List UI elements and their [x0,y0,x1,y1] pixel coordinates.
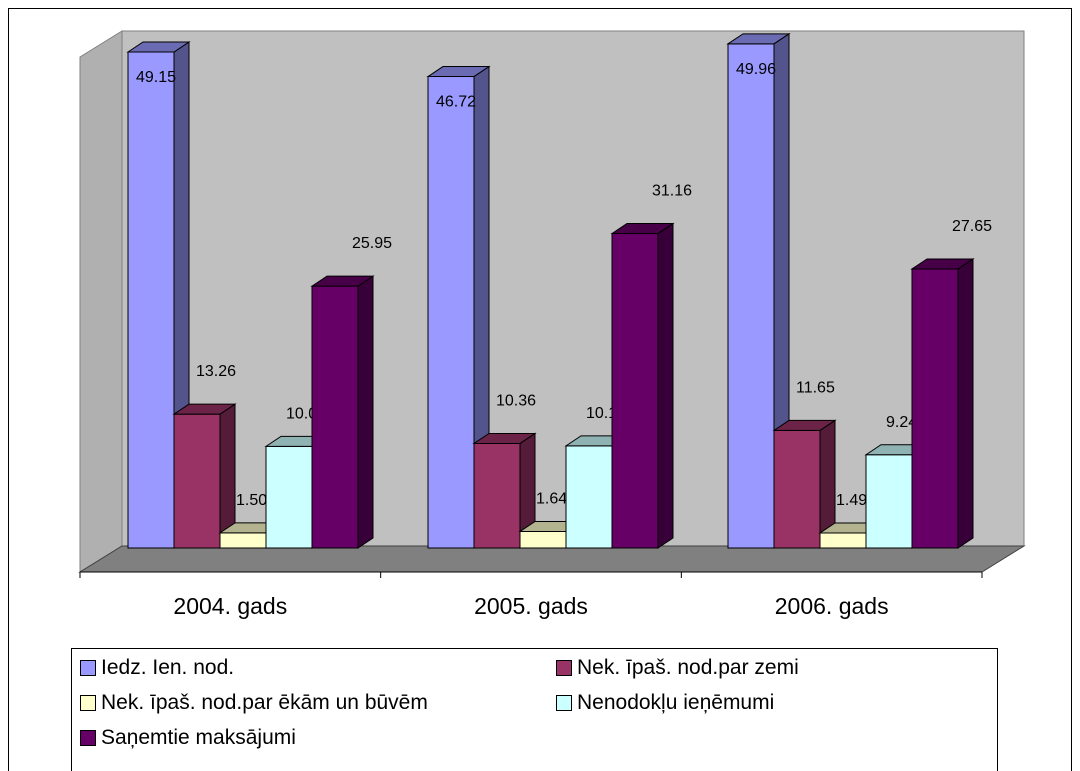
legend-label: Nek. īpaš. nod.par zemi [577,656,799,679]
legend-label: Saņemtie maksājumi [101,726,296,749]
bar-side [357,275,374,549]
data-label: 11.65 [796,379,835,396]
bar [773,429,821,549]
bar [427,76,475,549]
bar [565,445,613,549]
bar-top [772,419,837,431]
bar-top [726,33,791,45]
legend-label: Nenodokļu ieņēmumi [577,691,775,714]
legend-item: Iedz. Ien. nod. [80,653,234,683]
data-label: 49.96 [736,61,776,78]
bar [865,454,913,549]
bar-top [172,403,237,415]
legend-item: Nek. īpaš. nod.par ēkām un būvēm [80,688,428,718]
data-label: 13.26 [196,363,236,380]
legend-swatch [556,660,572,676]
bar [727,43,775,549]
bar-side [657,222,674,549]
chart-legend: Iedz. Ien. nod. Nek. īpaš. nod.par zemi Ne… [71,648,998,771]
legend-swatch [80,695,96,711]
x-tick-label: 2005. gads [474,593,588,619]
legend-label: Nek. īpaš. nod.par ēkām un būvēm [101,691,428,714]
legend-item: Saņemtie maksājumi [80,723,296,753]
x-tick-label: 2006. gads [775,593,889,619]
legend-swatch [556,695,572,711]
chart-side-wall [79,30,123,573]
bar [311,285,359,549]
chart-floor [78,545,1026,573]
data-label: 31.16 [652,183,692,200]
data-label: 1.49 [836,492,867,509]
bar [819,532,867,549]
data-label: 9.24 [886,414,917,431]
bar-top [472,432,537,444]
bar [219,532,267,549]
legend-item: Nek. īpaš. nod.par zemi [556,653,799,683]
data-label: 1.50 [236,492,267,509]
bar [519,530,567,549]
bar-top [310,275,375,287]
legend-item: Nenodokļu ieņēmumi [556,688,774,718]
legend-label: Iedz. Ien. nod. [101,656,235,679]
legend-swatch [80,660,96,676]
bar-top [910,258,975,270]
bar [173,413,221,549]
bar-top [426,66,491,78]
bar-side [957,258,974,549]
bar [265,445,313,549]
data-label: 27.65 [952,218,992,235]
data-label: 46.72 [436,94,476,111]
data-label: 10.36 [496,392,536,409]
legend-swatch [80,730,96,746]
bar-top [610,223,675,235]
bar [473,442,521,549]
data-label: 25.95 [352,235,392,252]
bar [911,268,959,549]
chart-border [8,8,1072,771]
x-tick-label: 2004. gads [173,593,287,619]
bar [611,233,659,549]
data-label: 1.64 [536,490,567,507]
data-label: 49.15 [136,69,176,86]
bar [127,51,175,549]
bar-top [126,41,191,53]
